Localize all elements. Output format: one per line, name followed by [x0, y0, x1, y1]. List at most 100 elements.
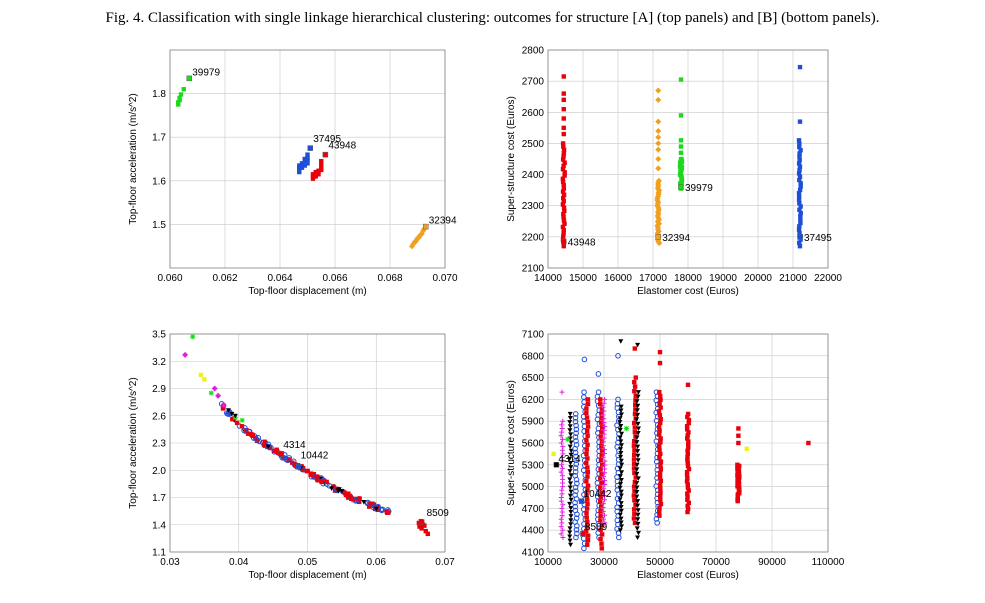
x-tick-label: 30000: [590, 557, 618, 568]
data-point: [250, 433, 256, 439]
labeled-point: [655, 234, 661, 240]
data-point: [601, 408, 607, 414]
data-point: [735, 462, 740, 467]
data-point: [319, 479, 324, 485]
y-tick-label: 2.3: [152, 439, 166, 450]
data-point: [634, 485, 640, 491]
data-point: [617, 474, 623, 479]
data-point: [585, 442, 590, 448]
data-point: [419, 526, 424, 531]
data-point: [572, 469, 579, 475]
data-point: [585, 469, 591, 475]
data-point: [567, 420, 573, 425]
data-point: [633, 375, 638, 380]
data-point: [635, 403, 641, 409]
data-point: [685, 454, 690, 460]
data-point: [685, 457, 690, 463]
data-point: [573, 442, 580, 448]
data-point: [658, 459, 664, 464]
data-point: [585, 519, 590, 525]
data-point: [561, 199, 566, 204]
data-point: [598, 536, 603, 542]
data-point: [584, 460, 589, 466]
data-point: [686, 488, 691, 493]
data-point: [585, 533, 591, 538]
data-point: [181, 87, 186, 92]
data-point: [744, 446, 749, 452]
data-point: [568, 432, 574, 437]
x-tick-label: 19000: [709, 273, 737, 284]
data-point: [190, 334, 196, 340]
labeled-point: [278, 451, 285, 457]
data-point: [617, 435, 623, 441]
data-point: [599, 471, 604, 477]
data-point: [657, 505, 662, 511]
data-point: [617, 416, 623, 421]
data-point: [619, 431, 625, 437]
bottom-left-scatter-plot: 0.03 0.04 0.05 0.06 0.07 1.1 1.4 1.7 2.0 2.3 2.6 2.…: [128, 330, 455, 582]
data-point: [618, 489, 624, 495]
y-tick-label: 7100: [522, 330, 545, 341]
data-point: [618, 443, 624, 448]
data-point: [634, 467, 640, 472]
labeled-point: [307, 145, 313, 151]
data-point: [568, 448, 574, 454]
data-point: [211, 385, 218, 392]
labeled-point: [418, 519, 425, 525]
data-point: [599, 406, 605, 411]
data-point: [634, 471, 640, 477]
data-point: [658, 451, 663, 457]
data-point: [560, 157, 566, 162]
x-tick-label: 0.05: [298, 557, 318, 568]
x-tick-label: 0.068: [377, 273, 402, 284]
data-point: [561, 234, 566, 239]
data-point: [558, 440, 564, 446]
data-point: [568, 473, 574, 478]
data-point: [796, 161, 802, 166]
data-point: [684, 427, 690, 432]
data-point: [678, 150, 684, 155]
y-tick-label: 4100: [522, 548, 545, 559]
x-tick-label: 0.070: [432, 273, 457, 284]
data-point: [599, 546, 604, 551]
data-point: [806, 440, 811, 446]
data-point: [573, 488, 579, 494]
data-point: [623, 425, 629, 431]
data-point: [310, 172, 316, 177]
point-annotation: 43948: [328, 141, 356, 152]
data-point: [631, 493, 637, 498]
data-point: [617, 497, 623, 502]
data-point: [618, 339, 624, 344]
data-point: [562, 160, 567, 165]
data-point: [573, 438, 579, 444]
y-tick-label: 4400: [522, 526, 545, 537]
x-tick-label: 0.03: [160, 557, 180, 568]
y-tick-label: 3.2: [152, 357, 166, 368]
data-point: [635, 499, 641, 504]
data-point: [567, 477, 573, 482]
x-tick-label: 16000: [604, 273, 632, 284]
data-point: [618, 439, 624, 444]
data-point: [686, 445, 691, 450]
data-point: [796, 197, 802, 203]
y-tick-label: 5000: [522, 482, 545, 493]
data-point: [631, 443, 637, 448]
point-annotation: 43948: [568, 238, 596, 249]
data-point: [567, 485, 573, 491]
data-point: [215, 392, 222, 399]
data-point: [634, 462, 640, 468]
point-annotation: 4314: [558, 454, 581, 465]
data-point: [423, 528, 428, 534]
labeled-point: [578, 498, 585, 504]
data-point: [658, 405, 663, 410]
data-point: [686, 417, 692, 423]
data-point: [558, 524, 564, 530]
data-point: [635, 394, 641, 400]
data-point: [572, 492, 578, 498]
data-point: [584, 410, 589, 416]
data-point: [685, 482, 690, 487]
x-tick-label: 70000: [702, 557, 730, 568]
data-point: [346, 491, 351, 496]
data-point: [619, 470, 625, 475]
data-point: [635, 458, 641, 463]
